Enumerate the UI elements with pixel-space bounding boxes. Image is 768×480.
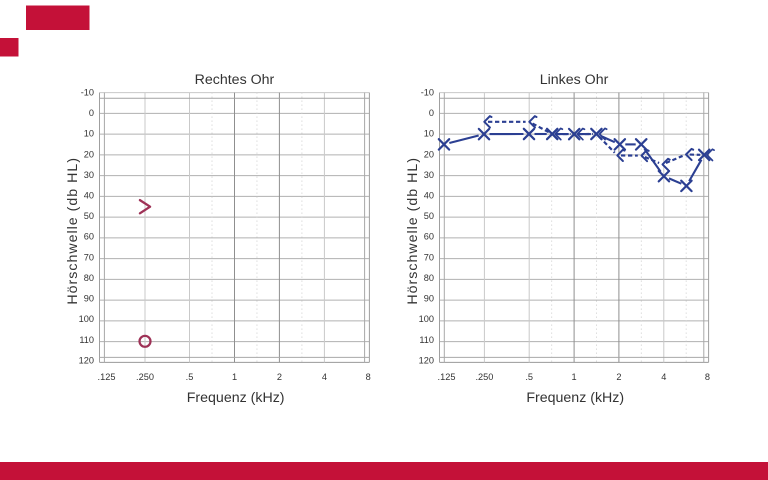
svg-text:.250: .250 <box>475 372 493 382</box>
svg-text:90: 90 <box>84 294 94 304</box>
svg-text:40: 40 <box>424 191 434 201</box>
svg-text:60: 60 <box>84 232 94 242</box>
svg-text:100: 100 <box>419 314 434 324</box>
svg-text:1: 1 <box>572 372 577 382</box>
svg-text:Frequenz (kHz): Frequenz (kHz) <box>187 390 285 406</box>
svg-text:Hörschwelle (db HL): Hörschwelle (db HL) <box>405 157 421 305</box>
svg-text:.125: .125 <box>98 372 116 382</box>
svg-text:110: 110 <box>79 335 94 345</box>
svg-text:Linkes Ohr: Linkes Ohr <box>540 72 609 88</box>
svg-text:80: 80 <box>84 273 94 283</box>
svg-text:8: 8 <box>366 372 371 382</box>
svg-text:2: 2 <box>277 372 282 382</box>
svg-text:110: 110 <box>419 335 434 345</box>
svg-text:1: 1 <box>232 372 237 382</box>
svg-text:-10: -10 <box>421 87 434 97</box>
svg-text:4: 4 <box>661 372 666 382</box>
svg-text:.5: .5 <box>525 372 533 382</box>
svg-text:0: 0 <box>429 108 434 118</box>
svg-text:0: 0 <box>89 108 94 118</box>
svg-text:30: 30 <box>84 170 94 180</box>
svg-text:50: 50 <box>84 211 94 221</box>
svg-text:30: 30 <box>424 170 434 180</box>
svg-text:70: 70 <box>424 252 434 262</box>
svg-text:10: 10 <box>84 129 94 139</box>
svg-text:Frequenz (kHz): Frequenz (kHz) <box>526 390 624 406</box>
svg-text:10: 10 <box>424 129 434 139</box>
svg-text:.250: .250 <box>136 372 154 382</box>
svg-text:40: 40 <box>84 191 94 201</box>
svg-text:120: 120 <box>419 355 434 365</box>
svg-text:50: 50 <box>424 211 434 221</box>
svg-text:4: 4 <box>322 372 327 382</box>
svg-text:80: 80 <box>424 273 434 283</box>
svg-text:120: 120 <box>79 355 94 365</box>
svg-text:2: 2 <box>616 372 621 382</box>
svg-text:-10: -10 <box>81 87 94 97</box>
svg-text:90: 90 <box>424 294 434 304</box>
svg-text:20: 20 <box>84 149 94 159</box>
svg-text:70: 70 <box>84 252 94 262</box>
svg-text:.125: .125 <box>438 372 456 382</box>
svg-text:.5: .5 <box>186 372 194 382</box>
svg-text:20: 20 <box>424 149 434 159</box>
svg-text:60: 60 <box>424 232 434 242</box>
svg-text:Rechtes Ohr: Rechtes Ohr <box>195 72 275 88</box>
svg-text:Hörschwelle (db HL): Hörschwelle (db HL) <box>65 157 81 305</box>
svg-text:100: 100 <box>79 314 94 324</box>
svg-text:8: 8 <box>705 372 710 382</box>
